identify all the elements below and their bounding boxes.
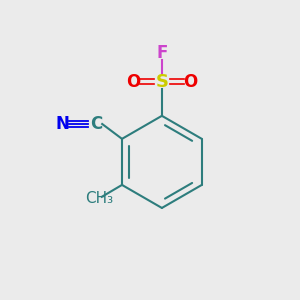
Text: C: C <box>90 115 102 133</box>
Text: S: S <box>155 73 168 91</box>
Text: F: F <box>156 44 168 62</box>
Text: N: N <box>55 115 69 133</box>
Text: O: O <box>127 73 141 91</box>
Text: CH₃: CH₃ <box>85 191 113 206</box>
Text: O: O <box>183 73 197 91</box>
